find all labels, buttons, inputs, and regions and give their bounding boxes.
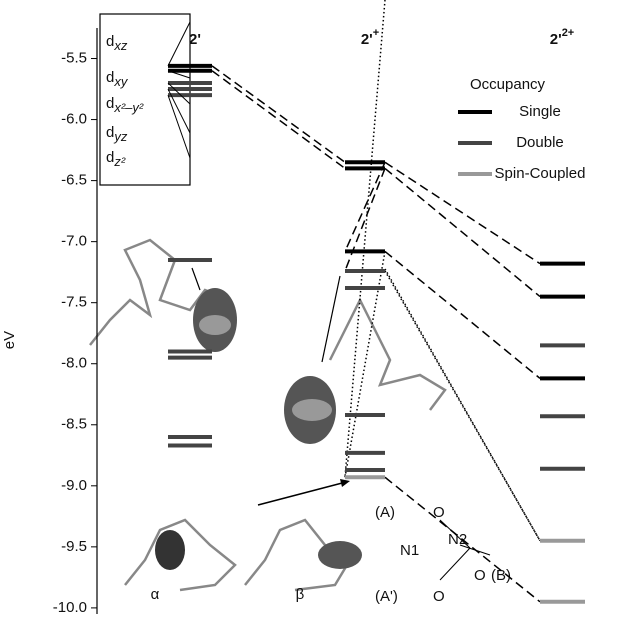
orbital-lobe bbox=[199, 315, 231, 335]
orbital-sub: z² bbox=[113, 154, 126, 169]
spin-label: α bbox=[151, 586, 160, 603]
column-title: 2'+ bbox=[361, 27, 379, 48]
connector bbox=[345, 0, 385, 477]
legend-title: Occupancy bbox=[470, 76, 546, 93]
y-tick-label: -8.5 bbox=[61, 416, 87, 433]
y-tick-label: -6.0 bbox=[61, 111, 87, 128]
connector bbox=[345, 251, 385, 477]
y-tick-label: -9.0 bbox=[61, 477, 87, 494]
connector bbox=[212, 71, 345, 169]
column-title-text: 2' bbox=[361, 31, 373, 48]
connector bbox=[385, 251, 540, 378]
arrow bbox=[192, 268, 200, 290]
structure-label: (A') bbox=[375, 588, 398, 605]
y-tick-label: -8.0 bbox=[61, 355, 87, 372]
y-axis-label: eV bbox=[1, 331, 18, 349]
column-title-sup: + bbox=[373, 27, 379, 39]
structure-label: O bbox=[433, 588, 445, 605]
orbital-base: d bbox=[106, 149, 114, 166]
bond bbox=[440, 548, 470, 580]
connector bbox=[345, 162, 385, 251]
orbital-lobe bbox=[155, 530, 185, 570]
orbital-base: d bbox=[106, 124, 114, 141]
arrow bbox=[258, 482, 346, 505]
orbital-base: d bbox=[106, 95, 114, 112]
column-title-sup: 2+ bbox=[562, 27, 575, 39]
column-title: 2' bbox=[189, 31, 201, 48]
molecule-sketch bbox=[90, 240, 490, 590]
connector bbox=[385, 168, 540, 296]
connector bbox=[212, 66, 345, 162]
column-title-text: 2' bbox=[189, 31, 201, 48]
orbital-sub: xz bbox=[113, 38, 128, 53]
orbital-lobe bbox=[318, 541, 362, 569]
connector bbox=[345, 168, 385, 271]
legend-label: Double bbox=[516, 134, 564, 151]
orbital-sub: yz bbox=[113, 129, 128, 144]
legend-label: Single bbox=[519, 103, 561, 120]
structure-label: N2 bbox=[448, 531, 467, 548]
chart: eV Occupancy α β (A) O N1 N2 O (B) (A') … bbox=[0, 0, 622, 621]
orbital-lobe bbox=[292, 399, 332, 421]
orbital-sub: x²–y² bbox=[113, 100, 144, 115]
column-title: 2'2+ bbox=[550, 27, 574, 48]
connector bbox=[385, 269, 540, 541]
orbital-base: d bbox=[106, 33, 114, 50]
arrow bbox=[322, 276, 340, 362]
connector bbox=[385, 477, 540, 602]
y-tick-label: -6.5 bbox=[61, 172, 87, 189]
legend-label: Spin-Coupled bbox=[495, 165, 586, 182]
structure-label: (A) bbox=[375, 504, 395, 521]
y-tick-label: -5.5 bbox=[61, 49, 87, 66]
column-title-text: 2' bbox=[550, 31, 562, 48]
y-tick-label: -9.5 bbox=[61, 538, 87, 555]
y-tick-label: -7.0 bbox=[61, 233, 87, 250]
structure-label: N1 bbox=[400, 542, 419, 559]
orbital-sub: xy bbox=[113, 74, 129, 89]
y-tick-label: -10.0 bbox=[53, 599, 87, 616]
structure-label: O bbox=[433, 504, 445, 521]
orbital-base: d bbox=[106, 69, 114, 86]
spin-label: β bbox=[296, 586, 305, 603]
arrowhead bbox=[340, 479, 350, 487]
y-tick-label: -7.5 bbox=[61, 294, 87, 311]
structure-label: O bbox=[474, 567, 486, 584]
